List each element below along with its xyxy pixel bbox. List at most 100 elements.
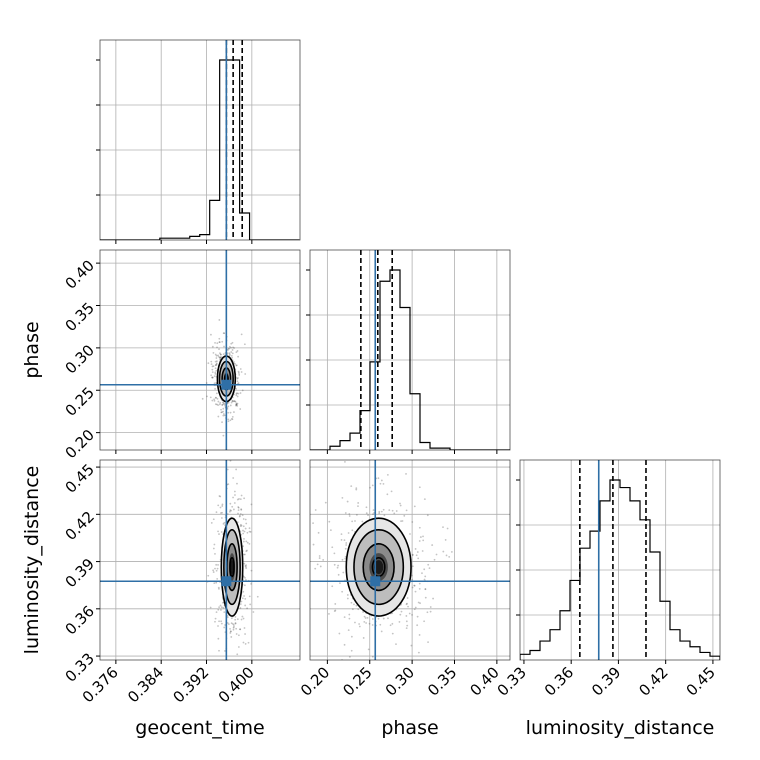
sample-point (400, 520, 402, 523)
sample-point (371, 624, 374, 626)
x-tick-label: 0.45 (683, 663, 719, 699)
sample-point (232, 400, 234, 403)
sample-point (240, 618, 243, 621)
sample-point (355, 513, 358, 516)
sample-point (218, 533, 220, 535)
sample-point (215, 357, 218, 359)
sample-point (357, 505, 359, 508)
sample-point (367, 648, 370, 651)
sample-point (442, 526, 444, 529)
histogram-luminosity_distance (520, 479, 720, 660)
sample-point (217, 608, 220, 611)
sample-point (426, 514, 429, 517)
contour-line (345, 517, 412, 617)
sample-point (221, 403, 224, 406)
sample-point (322, 559, 325, 561)
sample-point (231, 356, 234, 359)
sample-point (351, 529, 354, 532)
sample-point (223, 345, 225, 348)
panel-frame (99, 39, 301, 241)
sample-point (231, 341, 234, 344)
sample-point (350, 635, 353, 638)
sample-point (230, 346, 232, 349)
sample-point (230, 636, 233, 638)
sample-point (215, 382, 218, 384)
sample-point (411, 574, 413, 577)
sample-point (308, 501, 310, 503)
sample-point (399, 613, 402, 616)
sample-point (340, 539, 343, 541)
sample-point (405, 627, 408, 630)
sample-point (221, 411, 223, 414)
sample-point (219, 352, 221, 355)
sample-point (220, 356, 223, 359)
sample-point (218, 341, 221, 344)
sample-point (235, 468, 238, 471)
sample-point (246, 607, 249, 610)
sample-point (216, 342, 219, 345)
sample-point (421, 572, 423, 575)
sample-point (221, 505, 224, 507)
sample-point (231, 349, 234, 351)
sample-point (408, 612, 411, 615)
sample-point (385, 662, 387, 664)
sample-point (243, 538, 245, 540)
sample-point (224, 650, 226, 652)
sample-point (211, 376, 214, 379)
sample-point (217, 625, 219, 627)
panel-content (100, 460, 300, 660)
sample-point (232, 508, 235, 511)
sample-point (346, 457, 348, 459)
sample-point (435, 553, 438, 556)
sample-point (201, 397, 204, 400)
sample-point (229, 632, 232, 634)
sample-point (391, 632, 394, 635)
sample-point (223, 414, 226, 417)
sample-point (245, 578, 247, 581)
sample-point (230, 622, 233, 625)
x-tick-label: 0.33 (494, 663, 530, 699)
sample-point (391, 622, 394, 625)
sample-point (418, 486, 421, 489)
sample-point (212, 365, 215, 368)
sample-point (242, 529, 244, 532)
sample-point (243, 584, 246, 587)
sample-point (237, 506, 240, 509)
sample-point (236, 618, 239, 621)
contour-line (223, 528, 241, 606)
sample-point (428, 567, 431, 570)
y-tick-label: 0.25 (62, 384, 98, 420)
sample-point (212, 547, 215, 550)
sample-point (333, 563, 336, 566)
sample-point (238, 372, 240, 374)
sample-point (209, 396, 212, 399)
sample-point (347, 532, 350, 534)
sample-point (241, 597, 244, 600)
sample-point (237, 634, 240, 637)
y-tick-label: 0.39 (62, 555, 98, 591)
sample-point (218, 495, 221, 497)
sample-point (343, 616, 346, 619)
sample-point (232, 628, 235, 631)
sample-point (224, 624, 226, 626)
sample-point (406, 602, 408, 605)
sample-point (328, 520, 331, 523)
sample-point (220, 411, 223, 414)
sample-point (213, 399, 216, 402)
sample-point (239, 514, 241, 517)
panel-content (100, 40, 300, 240)
panel-background (100, 460, 300, 660)
sample-point (230, 630, 232, 633)
sample-point (405, 615, 408, 617)
sample-point (419, 536, 422, 538)
sample-point (316, 563, 319, 566)
sample-point (226, 616, 229, 619)
sample-point (414, 590, 417, 593)
sample-point (232, 624, 235, 626)
x-axis-label-phase: phase (381, 717, 438, 739)
sample-point (250, 582, 253, 585)
sample-point (236, 392, 238, 395)
sample-point (213, 375, 216, 378)
sample-point (217, 400, 220, 403)
sample-point (214, 353, 217, 356)
